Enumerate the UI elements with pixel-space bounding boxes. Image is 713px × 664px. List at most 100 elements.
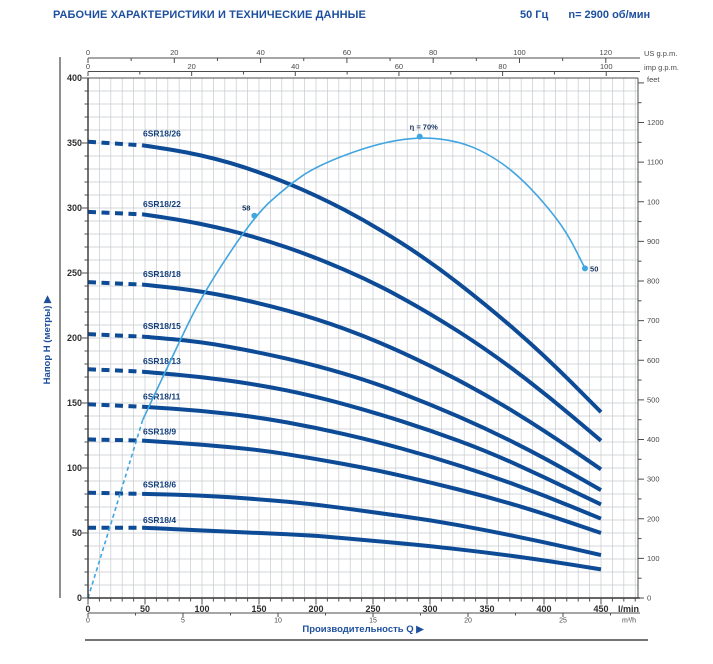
lmin-tick-label: 200 — [308, 604, 323, 614]
pump-curve-6sr18-9: 6SR18/9 — [87, 426, 602, 535]
us-gpm-tick-label: 100 — [513, 48, 526, 57]
meters-tick-label: 0 — [77, 593, 82, 603]
curve-solid-segment — [142, 369, 602, 507]
axis-feet: 0 100 200 300 400 500 600 700 800 900 100 1100 1200 f… — [638, 75, 664, 603]
pump-curve-6sr18-26: 6SR18/26 — [87, 129, 603, 414]
curve-label: 6SR18/22 — [143, 199, 181, 209]
curve-solid-segment — [142, 212, 603, 443]
efficiency-curve: 58 η = 70% 50 — [87, 123, 598, 599]
curve-solid-segment — [142, 334, 602, 492]
us-gpm-tick-label: 120 — [600, 48, 613, 57]
axis-imp-gpm: 0 20 40 60 80 100 imp g.p.m. — [86, 62, 679, 76]
feet-tick-label: 900 — [647, 237, 660, 246]
curve-dashed-segment — [87, 437, 143, 443]
m3h-tick-label: 25 — [559, 618, 567, 625]
feet-tick-label: 200 — [647, 514, 660, 523]
curve-solid-segment — [142, 282, 603, 471]
efficiency-solid-segment — [141, 137, 586, 421]
curve-solid-segment — [142, 143, 603, 414]
feet-tick-label: 300 — [647, 475, 660, 484]
efficiency-marker-dot — [251, 212, 258, 219]
m3h-tick-label: 15 — [369, 618, 377, 625]
feet-tick-label: 100 — [647, 554, 660, 563]
efficiency-marker-label: 58 — [242, 204, 250, 213]
us-gpm-tick-label: 20 — [170, 48, 178, 57]
y-axis-title: Напор H (метры) ▶ — [42, 294, 53, 384]
feet-unit-label: feet — [647, 75, 660, 84]
lmin-tick-label: 450 — [593, 604, 608, 614]
curve-dashed-segment — [87, 367, 143, 374]
pump-curve-6sr18-11: 6SR18/11 — [87, 391, 602, 521]
m3h-tick-label: 20 — [464, 618, 472, 625]
frequency-label: 50 Гц — [520, 9, 549, 21]
pump-curve-6sr18-22: 6SR18/22 — [87, 199, 603, 443]
imp-gpm-unit-label: imp g.p.m. — [644, 63, 679, 72]
axis-us-gpm: 0 20 40 60 80 100 120 US g.p.m. — [86, 48, 677, 63]
axis-lmin: 0 50 100 150 200 250 300 350 400 450 l/min — [85, 598, 639, 614]
feet-tick-label: 0 — [647, 594, 651, 603]
pump-curve-6sr18-18: 6SR18/18 — [87, 269, 603, 471]
feet-tick-label: 700 — [647, 316, 660, 325]
lmin-unit-label: l/min — [618, 604, 639, 614]
meters-tick-label: 100 — [67, 463, 82, 473]
meters-tick-label: 50 — [72, 528, 82, 538]
axis-m3h: 0 5 10 15 20 25 m³/h — [86, 612, 640, 625]
curve-solid-segment — [142, 404, 602, 521]
efficiency-marker-label: η = 70% — [410, 123, 438, 132]
curve-label: 6SR18/6 — [143, 480, 176, 490]
curve-label: 6SR18/9 — [143, 426, 176, 436]
pump-curve-6sr18-13: 6SR18/13 — [87, 356, 602, 507]
curve-dashed-segment — [87, 332, 143, 339]
feet-tick-label: 800 — [647, 277, 660, 286]
curve-label: 6SR18/13 — [143, 356, 181, 366]
curve-label: 6SR18/15 — [143, 321, 181, 331]
curve-label: 6SR18/11 — [143, 391, 181, 401]
imp-gpm-tick-label: 0 — [86, 62, 90, 71]
x-axis-title: Производительность Q ▶ — [302, 624, 425, 635]
curve-label: 6SR18/18 — [143, 269, 181, 279]
pump-curve-6sr18-15: 6SR18/15 — [87, 321, 602, 492]
operating-conditions: 50 Гц n= 2900 об/мин — [520, 9, 650, 21]
lmin-tick-label: 300 — [422, 604, 437, 614]
curve-label: 6SR18/26 — [143, 129, 181, 139]
lmin-tick-label: 250 — [365, 604, 380, 614]
m3h-tick-label: 5 — [181, 618, 185, 625]
curve-solid-segment — [142, 491, 602, 558]
feet-tick-label: 1200 — [647, 118, 664, 127]
us-gpm-tick-label: 80 — [429, 48, 437, 57]
m3h-tick-label: 0 — [86, 618, 90, 625]
imp-gpm-tick-label: 40 — [291, 62, 299, 71]
efficiency-dashed-segment — [87, 419, 144, 599]
lmin-tick-label: 400 — [536, 604, 551, 614]
page-title: РАБОЧИЕ ХАРАКТЕРИСТИКИ И ТЕХНИЧЕСКИЕ ДАН… — [53, 9, 366, 21]
meters-tick-label: 300 — [67, 203, 82, 213]
imp-gpm-tick-label: 60 — [395, 62, 403, 71]
curve-dashed-segment — [87, 139, 143, 148]
us-gpm-tick-label: 0 — [86, 48, 90, 57]
meters-tick-label: 150 — [67, 398, 82, 408]
meters-tick-label: 350 — [67, 138, 82, 148]
pump-curve-6sr18-4: 6SR18/4 — [88, 515, 602, 572]
curve-dashed-segment — [87, 209, 143, 217]
lmin-tick-label: 150 — [251, 604, 266, 614]
feet-tick-label: 600 — [647, 356, 660, 365]
us-gpm-tick-label: 40 — [256, 48, 264, 57]
lmin-tick-label: 50 — [140, 604, 150, 614]
m3h-tick-label: 10 — [274, 618, 282, 625]
us-gpm-tick-label: 60 — [343, 48, 351, 57]
lmin-tick-label: 100 — [194, 604, 209, 614]
imp-gpm-tick-label: 100 — [600, 62, 613, 71]
efficiency-marker-dot — [582, 265, 588, 272]
meters-tick-label: 200 — [67, 333, 82, 343]
curve-label: 6SR18/4 — [143, 515, 176, 525]
curve-solid-segment — [142, 525, 602, 572]
imp-gpm-tick-label: 20 — [187, 62, 195, 71]
lmin-tick-label: 0 — [85, 604, 90, 614]
efficiency-marker-label: 50 — [590, 264, 598, 273]
us-gpm-unit-label: US g.p.m. — [644, 49, 677, 58]
pump-curve-6sr18-6: 6SR18/6 — [87, 480, 602, 558]
speed-label: n= 2900 об/мин — [568, 9, 651, 21]
lmin-tick-label: 350 — [479, 604, 494, 614]
